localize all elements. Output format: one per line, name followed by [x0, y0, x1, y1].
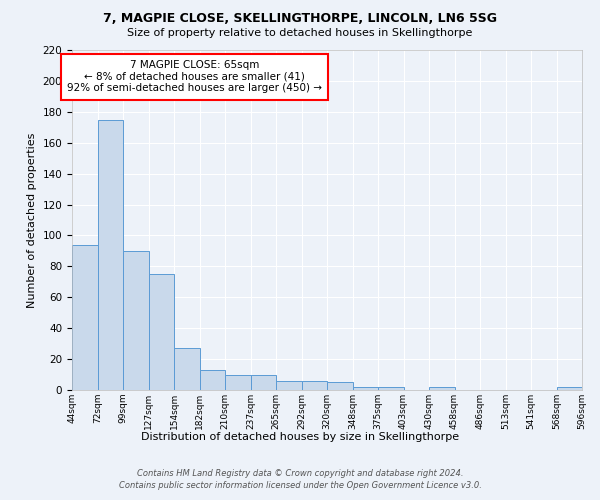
Bar	[72, 244, 97, 390]
Bar	[174, 348, 199, 390]
Text: Distribution of detached houses by size in Skellingthorpe: Distribution of detached houses by size …	[141, 432, 459, 442]
Text: 7, MAGPIE CLOSE, SKELLINGTHORPE, LINCOLN, LN6 5SG: 7, MAGPIE CLOSE, SKELLINGTHORPE, LINCOLN…	[103, 12, 497, 26]
Bar	[353, 387, 378, 390]
Bar	[225, 374, 251, 390]
Text: Contains public sector information licensed under the Open Government Licence v3: Contains public sector information licen…	[119, 481, 481, 490]
Text: Size of property relative to detached houses in Skellingthorpe: Size of property relative to detached ho…	[127, 28, 473, 38]
Y-axis label: Number of detached properties: Number of detached properties	[27, 132, 37, 308]
Bar	[327, 382, 353, 390]
Bar	[149, 274, 174, 390]
Bar	[429, 387, 455, 390]
Text: 7 MAGPIE CLOSE: 65sqm
← 8% of detached houses are smaller (41)
92% of semi-detac: 7 MAGPIE CLOSE: 65sqm ← 8% of detached h…	[67, 60, 322, 94]
Bar	[97, 120, 123, 390]
Bar	[251, 374, 276, 390]
Bar	[557, 387, 582, 390]
Bar	[276, 380, 302, 390]
Bar	[302, 380, 327, 390]
Bar	[378, 387, 404, 390]
Bar	[123, 251, 149, 390]
Bar	[199, 370, 225, 390]
Text: Contains HM Land Registry data © Crown copyright and database right 2024.: Contains HM Land Registry data © Crown c…	[137, 468, 463, 477]
